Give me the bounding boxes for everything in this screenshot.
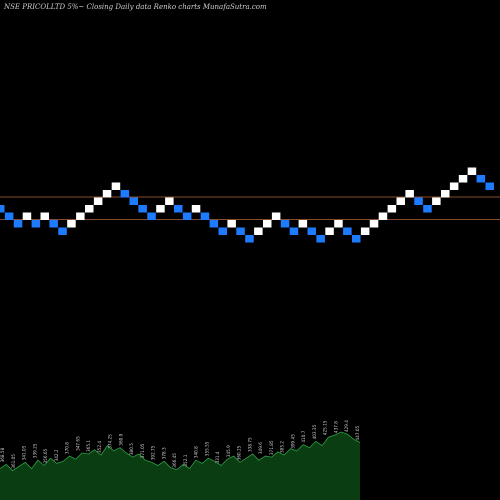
renko-brick-up [40, 212, 49, 220]
volume-label: 437.8 [334, 421, 339, 433]
volume-label: 371.05 [140, 443, 145, 458]
volume-label: 341.05 [22, 445, 27, 460]
renko-brick-down [289, 227, 299, 235]
renko-brick-down [13, 220, 23, 228]
renko-brick-down [485, 182, 494, 190]
renko-brick-up [467, 167, 477, 175]
renko-brick-down [147, 212, 156, 220]
volume-label: 340.8 [194, 446, 199, 458]
renko-brick-down [414, 197, 423, 205]
renko-brick-up [298, 220, 308, 228]
volume-labels: 368.58 361.05 341.05 339.25 356.65 342.2 370.8… [0, 420, 360, 469]
renko-brick-down [58, 227, 67, 235]
volume-label: 338.75 [247, 437, 252, 452]
volume-label: 370.8 [65, 442, 70, 454]
renko-brick-down [174, 205, 183, 213]
renko-brick-down [236, 227, 245, 235]
renko-brick-up [405, 190, 414, 198]
renko-brick-down [138, 205, 147, 213]
volume-label: 425.15 [323, 420, 328, 435]
renko-brick-down [245, 235, 254, 243]
renko-brick-up [441, 190, 450, 198]
renko-brick-up [263, 220, 272, 228]
renko-brick-down [120, 190, 130, 198]
renko-brick-down [218, 227, 227, 235]
renko-brick-up [449, 182, 459, 190]
volume-label: 429.4 [344, 420, 349, 432]
renko-bricks [0, 167, 494, 243]
renko-brick-up [387, 205, 397, 213]
volume-label: 349.6 [258, 442, 263, 454]
volume-label: 366.45 [172, 453, 177, 468]
volume-label: 365.1 [86, 440, 91, 452]
renko-brick-up [67, 220, 76, 228]
volume-label: 352.1 [183, 454, 188, 466]
volume-label: 361.05 [11, 454, 16, 469]
renko-brick-down [307, 227, 316, 235]
chart-title: NSE PRICOLLTD 5%~ Closing Daily data Ren… [4, 3, 267, 11]
volume-label: 385.2 [280, 441, 285, 453]
renko-brick-up [85, 205, 94, 213]
volume-label: 410.7 [301, 430, 306, 442]
renko-brick-up [254, 227, 263, 235]
renko-brick-up [191, 205, 201, 213]
renko-brick-up [432, 197, 441, 205]
renko-brick-down [476, 175, 486, 183]
renko-brick-down [129, 197, 138, 205]
renko-brick-up [360, 227, 370, 235]
renko-brick-down [49, 220, 58, 228]
renko-brick-down [343, 227, 352, 235]
volume-label: 399.45 [291, 434, 296, 449]
renko-brick-up [102, 190, 112, 198]
renko-brick-down [200, 212, 210, 220]
renko-brick-down [182, 212, 192, 220]
renko-brick-up [334, 220, 343, 228]
renko-brick-down [31, 220, 41, 228]
renko-brick-up [458, 175, 468, 183]
volume-label: 339.25 [32, 443, 37, 458]
volume-label: 345.9 [226, 445, 231, 457]
renko-brick-up [378, 212, 388, 220]
renko-brick-down [280, 220, 290, 228]
volume-label: 403.35 [312, 424, 317, 439]
volume-label: 374.25 [108, 434, 113, 449]
renko-brick-up [227, 220, 236, 228]
renko-brick-up [111, 182, 121, 190]
renko-brick-down [4, 212, 14, 220]
volume-label: 380.5 [129, 443, 134, 455]
volume-label: 331.4 [215, 451, 220, 463]
volume-label: 347.65 [75, 436, 80, 451]
renko-brick-down [423, 205, 432, 213]
renko-brick-down [0, 205, 5, 213]
renko-brick-up [271, 212, 281, 220]
renko-brick-up [156, 205, 165, 213]
renko-brick-up [22, 212, 32, 220]
volume-label: 447.05 [355, 426, 360, 441]
volume-label: 360.9 [118, 433, 123, 445]
volume-label: 342.2 [54, 449, 59, 461]
renko-brick-down [209, 220, 219, 228]
renko-brick-up [369, 220, 379, 228]
renko-brick-up [325, 227, 334, 235]
volume-line [0, 431, 361, 472]
renko-brick-up [76, 212, 85, 220]
volume-label: 368.58 [0, 447, 5, 462]
renko-brick-down [316, 235, 325, 243]
renko-brick-down [352, 235, 361, 243]
volume-label: 355.55 [204, 441, 209, 456]
volume-label: 352.4 [97, 441, 102, 453]
volume-label: 356.65 [43, 449, 48, 464]
volume-label: 392.75 [151, 445, 156, 460]
volume-fill [0, 432, 360, 500]
volume-label: 360.25 [237, 445, 242, 460]
renko-brick-up [93, 197, 103, 205]
renko-brick-up [165, 197, 174, 205]
volume-area [0, 431, 361, 500]
volume-label: 378.3 [161, 447, 166, 459]
volume-label: 371.85 [269, 440, 274, 455]
renko-brick-up [396, 197, 405, 205]
